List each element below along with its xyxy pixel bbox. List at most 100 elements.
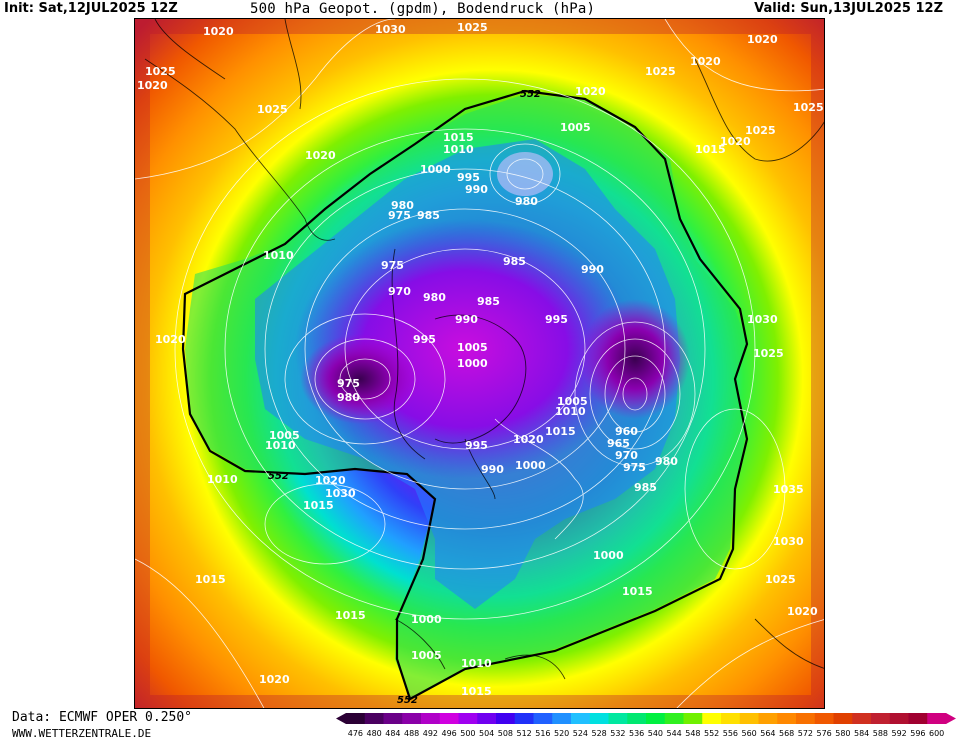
legend-swatch [514, 713, 534, 724]
legend-swatch [608, 713, 628, 724]
isobar-label: 1010 [265, 439, 296, 452]
legend-swatch [871, 713, 891, 724]
weather-map[interactable]: 552 552 552 1020 1030 1025 1025 1020 102… [134, 18, 825, 709]
legend-tick-label: 480 [366, 729, 381, 738]
init-time: Init: Sat,12JUL2025 12Z [4, 1, 178, 16]
isobar-label: 1020 [203, 25, 234, 38]
isobar-label: 1030 [747, 313, 778, 326]
chart-title: 500 hPa Geopot. (gpdm), Bodendruck (hPa) [250, 1, 596, 17]
isobars [135, 19, 824, 708]
coastlines [144, 19, 824, 680]
isobar-label: 1025 [257, 103, 288, 116]
isobar-label: 990 [465, 183, 488, 196]
legend-tick-label: 484 [385, 729, 400, 738]
isobar-label: 990 [581, 263, 604, 276]
legend-tick-label: 512 [516, 729, 531, 738]
legend-tick-label: 576 [816, 729, 831, 738]
contour-552-label: 552 [520, 89, 541, 100]
legend-tick-label: 520 [554, 729, 569, 738]
legend-swatch [496, 713, 516, 724]
legend-swatch [833, 713, 853, 724]
legend-swatch [721, 713, 741, 724]
legend-swatch [627, 713, 647, 724]
legend-swatch [664, 713, 684, 724]
legend-tick-label: 492 [423, 729, 438, 738]
legend-swatch [402, 713, 422, 724]
legend-tick-label: 568 [779, 729, 794, 738]
legend-swatch [758, 713, 778, 724]
legend-tick-label: 552 [704, 729, 719, 738]
legend-swatches [336, 713, 956, 724]
legend-tick-label: 584 [854, 729, 869, 738]
legend-tick-label: 532 [610, 729, 625, 738]
isobar-label: 1015 [695, 143, 726, 156]
legend-ticks: 476 480 484 488 492 496 500 504 508 512 516 520 524 5… [348, 729, 945, 738]
legend-tick-label: 500 [460, 729, 475, 738]
valid-time: Valid: Sun,13JUL2025 12Z [754, 1, 943, 16]
isobar-label: 1000 [593, 549, 624, 562]
isobar-label: 1020 [690, 55, 721, 68]
isobar-label: 985 [634, 481, 657, 494]
isobar-labels: 1020 1030 1025 1025 1020 1025 1020 1025 … [137, 21, 824, 698]
isobar-label: 1015 [443, 131, 474, 144]
isobar-label: 1015 [303, 499, 334, 512]
legend-tick-label: 560 [741, 729, 756, 738]
legend-tick-label: 588 [873, 729, 888, 738]
isobar-label: 1000 [420, 163, 451, 176]
isobar-label: 1030 [375, 23, 406, 36]
legend-tick-label: 504 [479, 729, 494, 738]
legend-arrow-high [946, 713, 956, 724]
isobar-label: 1015 [545, 425, 576, 438]
low-west [300, 334, 420, 424]
isobar-label: 1020 [259, 673, 290, 686]
isobar-label: 1035 [773, 483, 804, 496]
contour-552-label: 552 [397, 695, 418, 706]
legend-swatch [458, 713, 478, 724]
isobar-label: 1010 [461, 657, 492, 670]
isobar-label: 1015 [622, 585, 653, 598]
isobar-label: 1010 [263, 249, 294, 262]
isobar-label: 980 [391, 199, 414, 212]
isobar-label: 1015 [335, 609, 366, 622]
isobar-label: 1020 [787, 605, 818, 618]
isobar-label: 1025 [145, 65, 176, 78]
isobar-label: 1000 [457, 357, 488, 370]
isobar-label: 1000 [515, 459, 546, 472]
isobar-label: 1000 [411, 613, 442, 626]
isobar-label: 1005 [557, 395, 588, 408]
legend-tick-label: 596 [910, 729, 925, 738]
isobar-label: 965 [607, 437, 630, 450]
legend-tick-label: 536 [629, 729, 644, 738]
isobar-label: 1020 [137, 79, 168, 92]
legend-tick-label: 508 [498, 729, 513, 738]
isobar-label: 1020 [747, 33, 778, 46]
legend-tick-label: 476 [348, 729, 363, 738]
isobar-label: 970 [388, 285, 411, 298]
website-url[interactable]: WWW.WETTERZENTRALE.DE [12, 727, 152, 740]
isobar-label: 995 [545, 313, 568, 326]
isobar-label: 995 [465, 439, 488, 452]
legend-swatch [814, 713, 834, 724]
legend-swatch [552, 713, 572, 724]
legend-swatch [383, 713, 403, 724]
isobar-label: 990 [481, 463, 504, 476]
legend-swatch [739, 713, 759, 724]
legend-swatch [346, 713, 366, 724]
isobar-label: 995 [413, 333, 436, 346]
isobar-label: 1020 [155, 333, 186, 346]
isobar-label: 1010 [555, 405, 586, 418]
isobar-label: 1025 [753, 347, 784, 360]
legend-swatch [889, 713, 909, 724]
isobar-label: 960 [615, 425, 638, 438]
isobar-label: 1005 [269, 429, 300, 442]
isobar-label: 995 [457, 171, 480, 184]
legend-swatch [702, 713, 722, 724]
legend-tick-label: 572 [798, 729, 813, 738]
isobar-label: 1025 [645, 65, 676, 78]
legend-tick-label: 564 [760, 729, 775, 738]
legend-swatch [571, 713, 591, 724]
isobar-label: 1025 [457, 21, 488, 34]
isobar-label: 1005 [411, 649, 442, 662]
isobar-label: 1030 [773, 535, 804, 548]
isobar-label: 975 [623, 461, 646, 474]
